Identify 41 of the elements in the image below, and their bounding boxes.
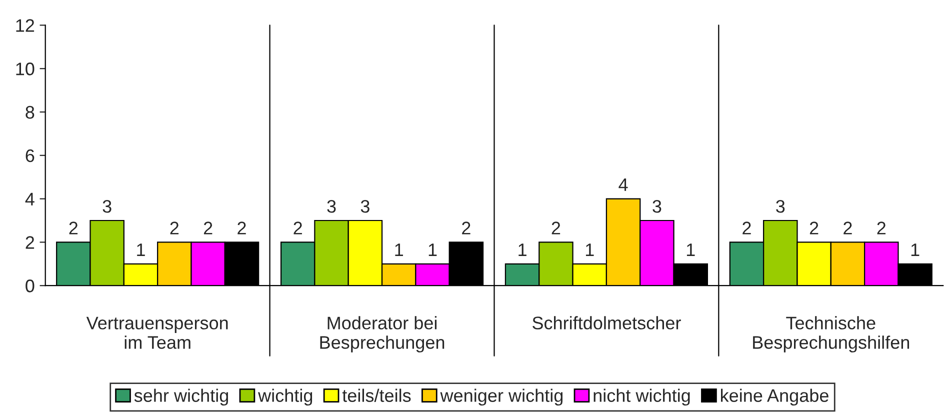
y-tick-label: 6 <box>26 149 34 162</box>
data-label: 2 <box>204 222 212 234</box>
x-tick-label: Technische Besprechungshilfen <box>753 316 910 352</box>
legend-label: weniger wichtig <box>440 388 563 406</box>
x-tick-label: Vertrauensperson im Team <box>86 316 228 349</box>
legend-label: sehr wichtig <box>134 388 228 406</box>
y-tick-label: 0 <box>26 280 34 292</box>
x-tick-label: Moderator bei Besprechungen <box>320 316 444 352</box>
data-label: 1 <box>586 244 594 256</box>
legend-label: wichtig <box>258 388 312 406</box>
data-label: 2 <box>877 222 886 234</box>
data-label: 2 <box>844 222 852 234</box>
data-label: 2 <box>170 222 179 234</box>
data-label: 3 <box>360 200 370 213</box>
y-tick-label: 2 <box>26 236 34 249</box>
data-label: 3 <box>776 200 785 213</box>
data-label: 1 <box>428 244 437 256</box>
data-label: 4 <box>618 178 628 191</box>
legend-label: keine Angabe <box>721 388 828 406</box>
legend-label: nicht wichtig <box>594 388 690 406</box>
data-label: 1 <box>686 244 695 256</box>
data-label: 1 <box>137 244 145 256</box>
data-label: 1 <box>518 244 526 256</box>
y-tick-label: 8 <box>26 106 34 119</box>
data-label: 2 <box>742 222 751 234</box>
data-label: 2 <box>552 222 560 234</box>
data-label: 2 <box>238 222 246 234</box>
data-label: 3 <box>102 200 112 213</box>
legend-label: teils/teils <box>342 388 411 402</box>
data-label: 1 <box>395 244 403 256</box>
y-tick-label: 4 <box>25 192 34 206</box>
y-tick-label: 10 <box>16 62 34 76</box>
data-label: 3 <box>327 200 336 213</box>
data-label: 1 <box>911 244 920 256</box>
data-label: 2 <box>810 222 818 234</box>
data-label: 2 <box>462 222 470 234</box>
data-label: 2 <box>69 222 78 234</box>
data-label: 3 <box>652 200 662 213</box>
data-label: 2 <box>294 222 302 234</box>
x-tick-label: Schriftdolmetscher <box>532 316 681 330</box>
y-tick-label: 12 <box>16 19 34 32</box>
